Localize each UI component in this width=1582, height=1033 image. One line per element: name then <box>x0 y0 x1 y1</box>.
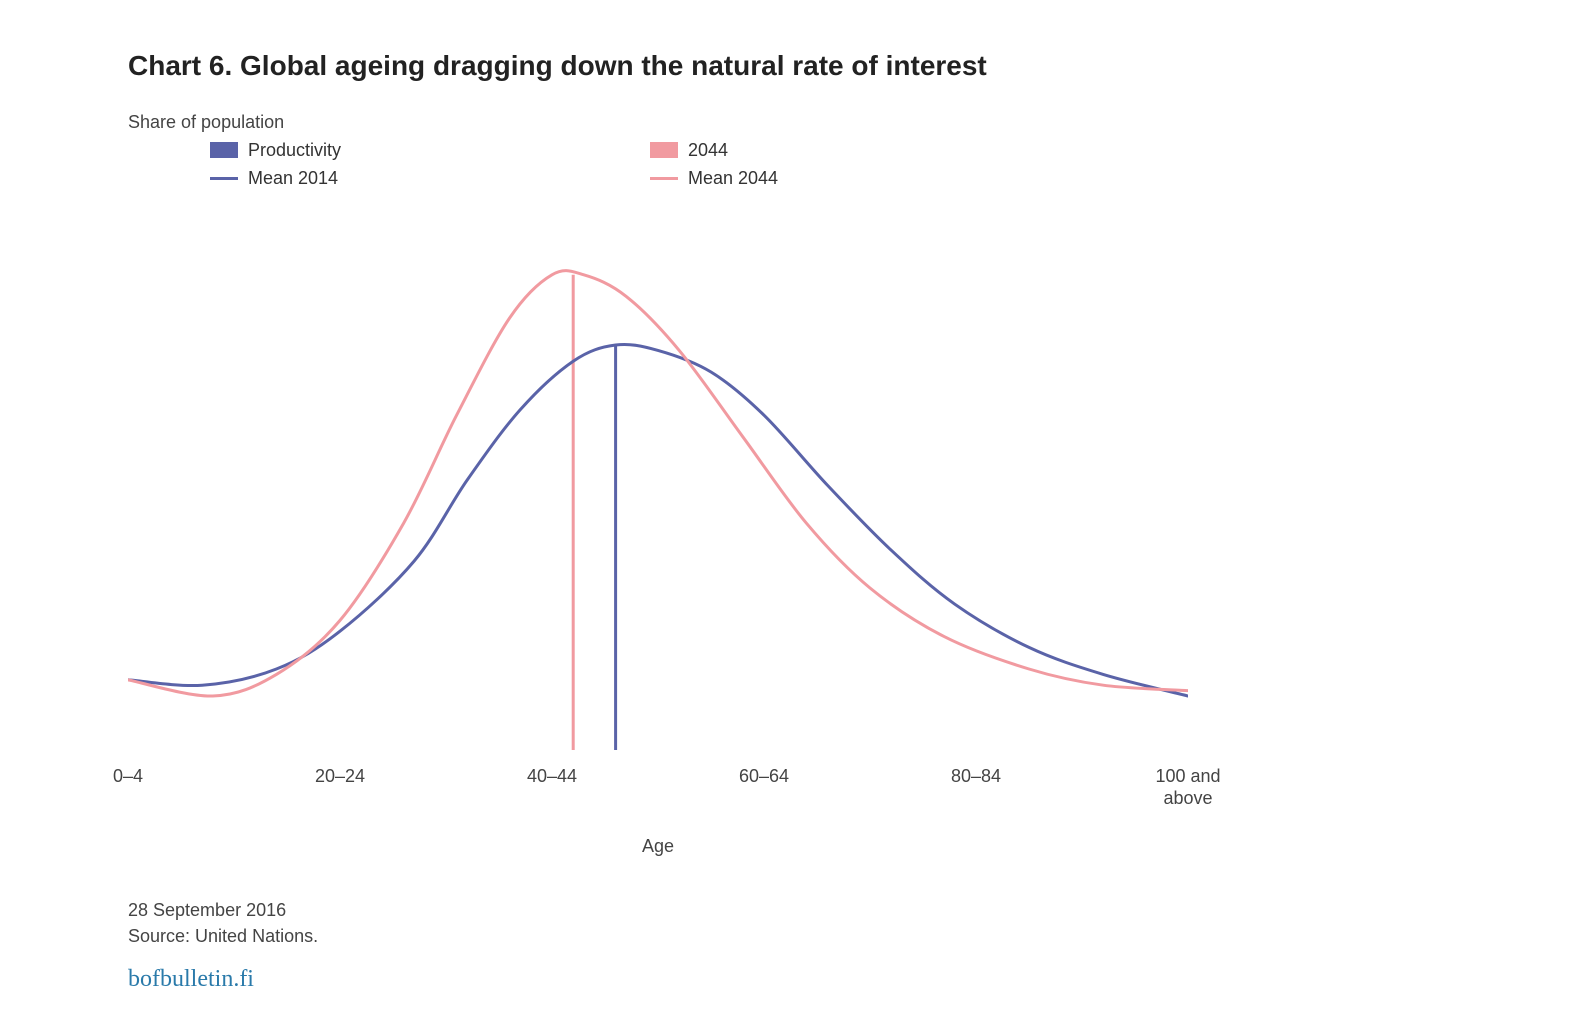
x-tick-label: 80–84 <box>951 766 1001 788</box>
footer-source: Source: United Nations. <box>128 926 318 947</box>
productivity-2044-curve <box>128 271 1188 696</box>
y-axis-label: Share of population <box>128 112 284 133</box>
legend-item: Productivity <box>210 136 341 164</box>
legend-item: Mean 2014 <box>210 164 341 192</box>
legend-label: Mean 2044 <box>688 168 778 189</box>
x-tick-label: 40–44 <box>527 766 577 788</box>
legend-label: 2044 <box>688 140 728 161</box>
x-tick-label: 60–64 <box>739 766 789 788</box>
legend-column-2: 2044 Mean 2044 <box>650 136 778 192</box>
legend: Productivity Mean 2014 2044 Mean 2044 <box>210 136 1210 196</box>
legend-label: Productivity <box>248 140 341 161</box>
plot-area <box>128 210 1188 750</box>
legend-swatch-icon <box>650 142 678 158</box>
x-tick-label: 20–24 <box>315 766 365 788</box>
legend-item: Mean 2044 <box>650 164 778 192</box>
x-tick-label: 0–4 <box>113 766 143 788</box>
chart-title: Chart 6. Global ageing dragging down the… <box>128 50 987 82</box>
chart-svg <box>128 210 1188 750</box>
legend-swatch-icon <box>210 142 238 158</box>
footer-date: 28 September 2016 <box>128 900 286 921</box>
productivity-2014-curve <box>128 344 1188 696</box>
x-tick-label: 100 andabove <box>1155 766 1220 809</box>
site-link[interactable]: bofbulletin.fi <box>128 966 254 993</box>
x-axis-label: Age <box>128 836 1188 857</box>
legend-line-icon <box>210 177 238 180</box>
legend-column-1: Productivity Mean 2014 <box>210 136 341 192</box>
legend-line-icon <box>650 177 678 180</box>
chart-container: Chart 6. Global ageing dragging down the… <box>0 0 1582 1033</box>
legend-label: Mean 2014 <box>248 168 338 189</box>
legend-item: 2044 <box>650 136 778 164</box>
